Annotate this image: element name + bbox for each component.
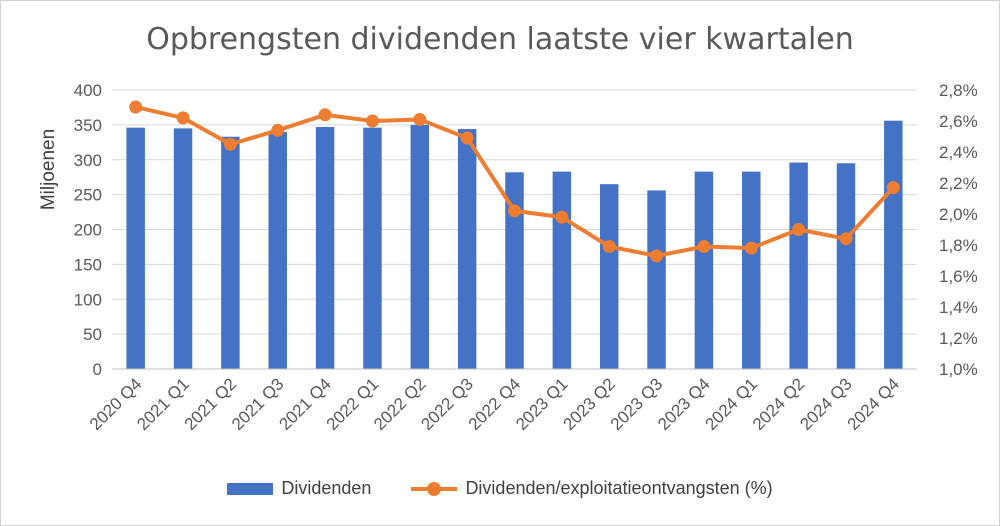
point-ratio <box>839 232 853 246</box>
bar-dividenden <box>268 131 287 369</box>
bar-dividenden <box>410 124 430 369</box>
bar-dividenden <box>647 190 666 369</box>
y2-tick-label: 2,0% <box>939 205 978 224</box>
point-ratio <box>508 204 521 218</box>
bar-dividenden <box>363 127 382 369</box>
legend-swatch-bar <box>227 482 274 495</box>
bar-dividenden <box>457 129 477 369</box>
bar-dividenden <box>789 162 808 369</box>
y-tick-label: 300 <box>74 151 102 170</box>
bar-dividenden <box>315 126 335 369</box>
point-ratio <box>129 100 143 114</box>
point-ratio <box>223 137 237 151</box>
bar-dividenden <box>126 127 145 369</box>
y2-tick-label: 2,6% <box>939 112 978 131</box>
y-tick-label: 250 <box>74 186 102 205</box>
y2-tick-label: 2,4% <box>939 143 978 162</box>
bar-dividenden <box>694 171 714 369</box>
chart-title: Opbrengsten dividenden laatste vier kwar… <box>146 22 854 57</box>
y2-tick-label: 1,4% <box>939 298 978 317</box>
y-tick-label: 100 <box>74 290 102 309</box>
y-tick-label: 350 <box>74 116 102 135</box>
bar-dividenden <box>173 128 193 369</box>
y2-tick-label: 2,2% <box>939 174 978 193</box>
point-ratio <box>602 240 616 254</box>
legend-item-dividenden: Dividenden <box>227 478 371 499</box>
point-ratio <box>650 249 664 263</box>
point-ratio <box>744 241 758 255</box>
y2-tick-label: 1,2% <box>939 329 978 348</box>
bar-dividenden <box>552 171 572 369</box>
y2-tick-label: 1,6% <box>939 267 978 286</box>
point-ratio <box>697 240 711 254</box>
y2-tick-label: 1,0% <box>939 360 978 379</box>
bar-dividenden <box>221 136 240 369</box>
point-ratio <box>555 210 569 224</box>
y-tick-label: 50 <box>83 325 102 344</box>
point-ratio <box>460 131 474 145</box>
point-ratio <box>886 181 900 195</box>
point-ratio <box>176 111 190 125</box>
point-ratio <box>318 108 332 122</box>
bar-dividenden <box>742 171 761 369</box>
y-tick-label: 150 <box>74 255 102 274</box>
y2-tick-label: 2,8% <box>939 81 978 100</box>
bar-dividenden <box>884 120 903 369</box>
y-tick-label: 400 <box>74 81 102 100</box>
bar-dividenden <box>599 184 619 369</box>
y-tick-label: 0 <box>93 360 102 379</box>
point-ratio <box>792 223 806 236</box>
point-ratio <box>271 123 285 137</box>
y2-tick-label: 1,8% <box>939 236 978 255</box>
y-axis-title: Miljoenen <box>38 129 59 210</box>
point-ratio <box>365 114 379 128</box>
legend-item-ratio: Dividenden/exploitatieontvangsten (%) <box>411 478 773 499</box>
legend-label-dividenden: Dividenden <box>281 478 372 498</box>
point-ratio <box>413 112 427 126</box>
bar-dividenden <box>836 163 856 369</box>
legend-swatch-line <box>411 481 458 496</box>
y-tick-label: 200 <box>74 221 102 240</box>
bar-dividenden <box>505 172 524 369</box>
legend-label-ratio: Dividenden/exploitatieontvangsten (%) <box>465 478 773 498</box>
x-tick-label: 2024 Q4 <box>844 374 904 434</box>
legend: Dividenden Dividenden/exploitatieontvang… <box>0 478 1000 499</box>
